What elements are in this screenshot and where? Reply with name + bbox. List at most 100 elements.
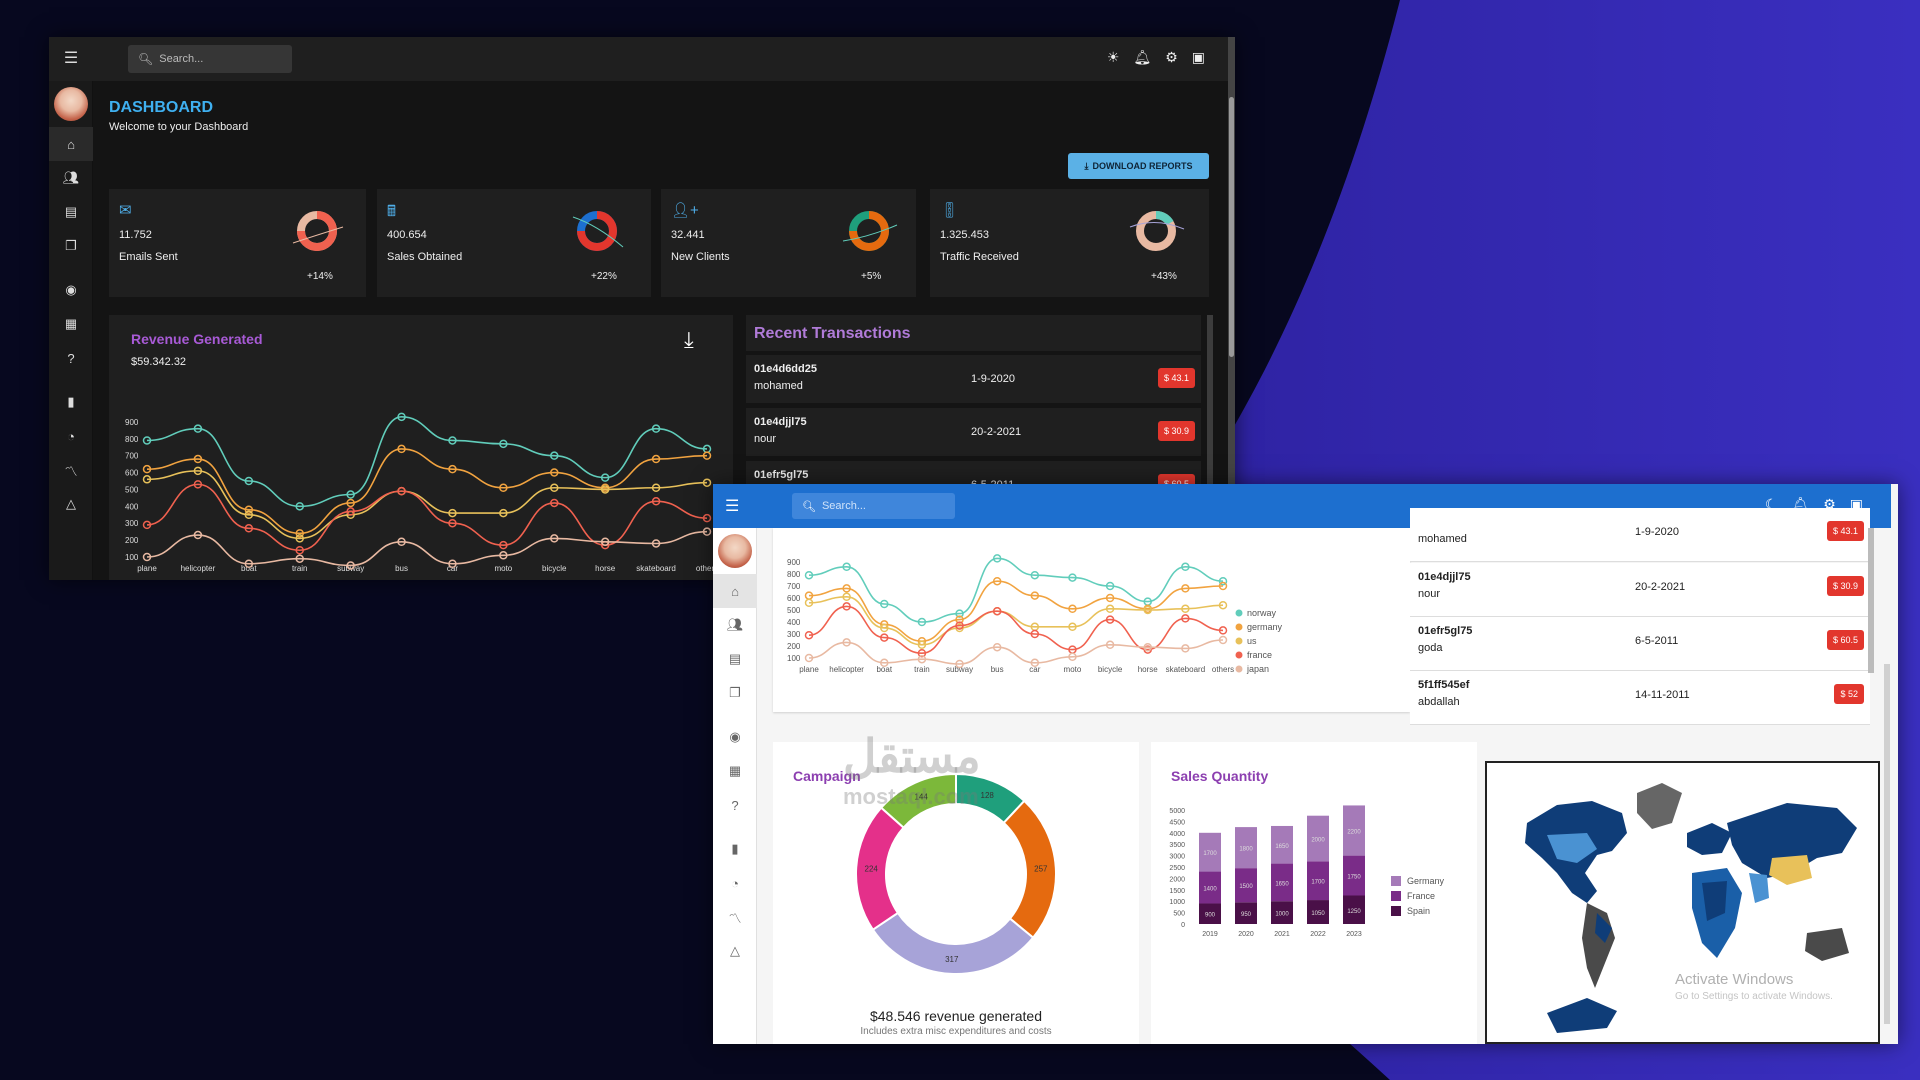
calendar-icon[interactable]: ▦ <box>728 763 742 778</box>
team-icon[interactable]: 👥︎ <box>726 617 744 632</box>
home-icon[interactable]: ⌂ <box>713 574 757 608</box>
progress-circle <box>572 211 624 251</box>
bar-value-label: 1750 <box>1347 875 1361 881</box>
stat-percent: +14% <box>307 271 333 282</box>
bar-Spain-2019 <box>1199 903 1221 924</box>
y-tick-label: 200 <box>787 642 801 651</box>
data-point-japan <box>448 559 457 569</box>
y-tick-label: 200 <box>125 536 139 545</box>
profile-form-icon[interactable]: ◉ <box>729 729 741 744</box>
faq-icon[interactable]: ? <box>731 797 739 813</box>
bar-value-label: 1650 <box>1275 881 1289 887</box>
data-point-norway <box>1030 570 1040 580</box>
bar-chart-icon[interactable]: ▮ <box>731 841 739 856</box>
sales-quantity-title: Sales Quantity <box>1171 768 1269 784</box>
profile-form-icon[interactable]: ◉ <box>65 282 77 297</box>
window-scrollbar[interactable] <box>1228 37 1235 580</box>
data-point-norway <box>193 424 203 433</box>
activate-windows-subtext: Go to Settings to activate Windows. <box>1675 991 1833 1002</box>
data-point-germany <box>346 498 355 508</box>
pie-chart-icon[interactable]: ◔ <box>67 428 75 444</box>
team-icon[interactable]: 👥︎ <box>62 170 80 185</box>
data-point-us <box>550 483 559 493</box>
txn-user: mohamed <box>1418 533 1467 545</box>
invoices-icon[interactable]: ❐ <box>65 238 77 253</box>
data-point-norway <box>1218 576 1228 586</box>
profile-icon[interactable]: ▣ <box>1191 49 1205 65</box>
stat-value: 32.441 <box>671 229 705 241</box>
settings-icon[interactable]: ⚙ <box>1165 49 1178 65</box>
pie-chart-icon[interactable]: ◔ <box>731 875 739 891</box>
search-input[interactable]: 🔍︎ Search... <box>128 45 292 73</box>
stat-card-traffic: 🚦︎ 1.325.453 Traffic Received +43% <box>930 189 1209 297</box>
light-mode-icon[interactable]: ☀ <box>1106 49 1120 65</box>
x-tick-label: bicycle <box>1098 665 1123 674</box>
txn-id: 01efr5gl75 <box>1418 625 1473 637</box>
x-tick-label: boat <box>241 564 257 573</box>
x-tick-label: plane <box>799 665 819 674</box>
geography-icon[interactable]: △ <box>730 943 740 958</box>
x-tick-label: others <box>696 564 718 573</box>
faq-icon[interactable]: ? <box>67 350 75 366</box>
data-point-japan <box>955 659 964 669</box>
txn-user: nour <box>1418 588 1441 600</box>
y-tick-label: 600 <box>125 469 139 478</box>
transaction-row[interactable]: 01e4djjl75 nour 20-2-2021 $ 30.9 <box>1410 563 1870 617</box>
y-tick-label: 300 <box>125 519 139 528</box>
transaction-row[interactable]: 01e4d6dd25 mohamed 1-9-2020 $ 43.1 <box>746 355 1201 403</box>
page-subtitle: Welcome to your Dashboard <box>109 121 249 133</box>
transactions-scrollbar[interactable] <box>1868 528 1874 673</box>
menu-icon[interactable]: ☰ <box>725 498 740 515</box>
txn-amount-badge: $ 60.5 <box>1826 630 1864 650</box>
bar-Germany-2023 <box>1343 805 1365 856</box>
data-point-norway <box>1068 573 1077 582</box>
data-point-germany <box>702 451 712 460</box>
data-point-japan <box>295 554 304 563</box>
data-point-japan <box>992 642 1002 652</box>
data-point-us <box>142 475 152 484</box>
menu-icon[interactable]: ☰ <box>63 50 79 67</box>
line-chart-icon[interactable]: 〽 <box>64 463 78 479</box>
line-chart-icon[interactable]: 〽 <box>728 910 742 926</box>
window-scrollbar[interactable] <box>1884 664 1890 1024</box>
download-reports-button[interactable]: ⤓ DOWNLOAD REPORTS <box>1068 153 1209 179</box>
invoices-icon[interactable]: ❐ <box>729 685 741 700</box>
legend-swatch-France <box>1391 891 1401 901</box>
legend-label-france: france <box>1247 650 1272 660</box>
calendar-icon[interactable]: ▦ <box>64 316 78 331</box>
avatar <box>53 87 88 121</box>
data-point-france <box>142 520 152 530</box>
x-tick-label: 2020 <box>1238 931 1254 938</box>
transaction-row[interactable]: 01efr5gl75 goda 6-5-2011 $ 60.5 <box>1410 617 1870 671</box>
x-tick-label: moto <box>494 564 512 573</box>
data-point-france <box>955 621 964 630</box>
x-tick-label: 2023 <box>1346 931 1362 938</box>
notifications-icon[interactable]: 🔔︎ <box>1133 49 1152 65</box>
search-input[interactable]: 🔍︎ Search... <box>792 493 955 519</box>
download-icon[interactable]: ⤓ <box>684 327 694 352</box>
slice-144 <box>879 772 957 829</box>
data-point-france <box>804 630 814 640</box>
y-tick-label: 900 <box>125 418 139 427</box>
contacts-icon[interactable]: ▤ <box>728 651 742 666</box>
data-point-japan <box>917 654 927 664</box>
transaction-row[interactable]: mohamed 1-9-2020 $ 43.1 <box>1410 508 1870 562</box>
y-tick-label: 5000 <box>1169 808 1185 815</box>
transaction-row[interactable]: 5f1ff545ef abdallah 14-11-2011 $ 52 <box>1410 671 1870 725</box>
bar-Germany-2021 <box>1271 825 1293 864</box>
home-icon[interactable]: ⌂ <box>49 127 93 161</box>
transactions-scrollbar[interactable] <box>1207 315 1213 580</box>
bar-value-label: 2200 <box>1347 830 1361 836</box>
data-point-germany <box>842 584 851 593</box>
geography-icon[interactable]: △ <box>66 496 76 511</box>
contacts-icon[interactable]: ▤ <box>64 204 78 219</box>
revenue-card: Revenue Generated $59.342.32 ⤓ 100 200 300… <box>109 315 733 580</box>
sidebar: ⌂ 👥︎ ▤ ❐ ◉ ▦ ? ▮ ◔ 〽 △ <box>49 81 93 580</box>
y-tick-label: 4500 <box>1169 819 1185 826</box>
data-point-japan <box>651 539 661 548</box>
bar-chart-icon[interactable]: ▮ <box>67 394 75 409</box>
y-tick-label: 500 <box>1173 911 1185 918</box>
data-point-norway <box>244 476 254 486</box>
data-point-japan <box>346 561 355 570</box>
transaction-row[interactable]: 01e4djjl75 nour 20-2-2021 $ 30.9 <box>746 408 1201 456</box>
